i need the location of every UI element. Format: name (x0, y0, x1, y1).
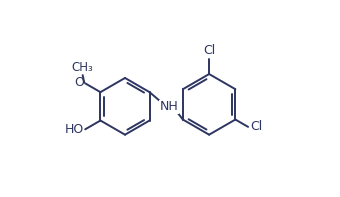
Text: Cl: Cl (203, 44, 215, 57)
Text: HO: HO (65, 123, 84, 136)
Text: CH₃: CH₃ (72, 61, 94, 74)
Text: Cl: Cl (251, 120, 263, 133)
Text: NH: NH (160, 100, 179, 113)
Text: O: O (74, 76, 84, 89)
